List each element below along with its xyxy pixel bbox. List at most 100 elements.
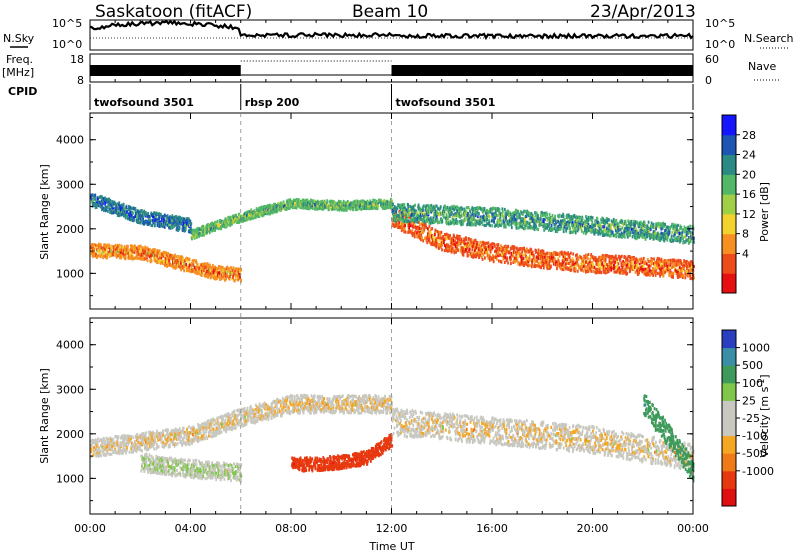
power-cell-band-2: [595, 271, 598, 275]
power-cell-band-1: [283, 202, 285, 206]
power-cell-band-2: [680, 274, 683, 278]
power-cell-band-2: [520, 258, 523, 262]
power-cell-band-2: [638, 257, 641, 261]
power-cell-band-2: [669, 270, 672, 274]
power-cell-band-2: [487, 245, 490, 249]
power-cell-band-0: [230, 266, 233, 270]
power-cell-band-3: [394, 210, 396, 214]
power-cell-band-3: [581, 217, 584, 221]
power-cell-band-3: [534, 214, 537, 218]
power-cell-band-2: [686, 260, 688, 264]
power-cell-band-2: [531, 250, 534, 254]
power-cell-band-2: [549, 266, 551, 270]
power-cell-band-0: [107, 250, 110, 255]
power-cell-band-2: [452, 238, 455, 242]
power-cell-band-2: [395, 224, 398, 228]
power-cell-band-3: [544, 215, 547, 219]
power-cell-band-0: [155, 251, 158, 255]
power-cell-band-1: [194, 233, 197, 237]
power-cell-band-0: [144, 251, 147, 255]
power-cell-band-2: [564, 255, 566, 259]
power-cell-band-0: [124, 253, 127, 257]
power-cell-band-1: [266, 212, 268, 216]
power-cell-band-2: [457, 248, 459, 252]
power-cell-band-2: [540, 251, 543, 255]
power-cell-band-2: [556, 252, 559, 256]
power-cell-band-2: [530, 248, 533, 252]
power-cell-band-2: [520, 254, 523, 258]
power-cell-band-0: [203, 262, 206, 266]
power-cell-band-1: [259, 206, 261, 210]
power-cell-band-3: [533, 227, 536, 232]
power-cell-band-0: [208, 265, 211, 269]
power-cell-band-2: [568, 255, 571, 259]
power-cell-band-1: [273, 202, 275, 206]
power-cell-band-2: [627, 259, 629, 263]
power-cell-band-2: [669, 263, 672, 267]
power-cell-band-1: [329, 205, 332, 209]
power-cell-band-2: [431, 227, 433, 231]
power-cell-band-3: [461, 207, 464, 211]
power-cell-band-1: [281, 206, 284, 210]
power-cell-band-2: [456, 241, 458, 245]
power-cell-band-2: [681, 269, 684, 273]
power-cell-band-0: [149, 248, 151, 252]
power-cell-band-1: [298, 205, 301, 209]
power-cell-band-0: [222, 270, 225, 274]
power-cell-band-2: [435, 245, 438, 249]
power-cell-band-0: [112, 253, 114, 257]
power-cell-band-2: [604, 257, 607, 261]
power-cell-band-2: [641, 267, 644, 271]
power-cell-band-2: [578, 254, 581, 258]
power-cell-band-1: [246, 216, 248, 220]
power-cell-band-0: [199, 270, 202, 274]
power-cell-band-0: [106, 256, 109, 260]
power-cell-band-0: [144, 245, 147, 250]
power-cell-band-0: [117, 247, 120, 251]
power-cell-band-1: [300, 205, 303, 209]
power-cell-band-1: [302, 202, 305, 206]
power-cell-band-0: [163, 250, 166, 255]
power-cell-band-2: [679, 274, 682, 278]
power-cell-band-2: [542, 259, 544, 263]
power-cell-band-2: [459, 246, 462, 250]
power-cell-band-2: [623, 263, 626, 267]
power-cell-band-3: [498, 207, 501, 212]
nsearch-label: N.Search: [744, 32, 794, 45]
power-cell-band-2: [431, 237, 434, 241]
power-cell-band-0: [200, 273, 203, 277]
power-cell-band-2: [538, 262, 541, 266]
power-cell-band-3: [399, 217, 402, 221]
power-cell-band-2: [500, 260, 503, 264]
power-cell-band-2: [458, 234, 461, 239]
power-cell-band-1: [224, 219, 227, 223]
power-cell-band-2: [558, 264, 560, 268]
power-cell-band-3: [554, 214, 556, 218]
power-cell-band-2: [595, 262, 598, 266]
power-cell-band-1: [236, 218, 239, 222]
power-cell-band-2: [628, 263, 631, 267]
power-cell-band-1: [341, 208, 343, 212]
power-cell-band-1: [342, 199, 345, 204]
power-cell-band-2: [612, 266, 615, 271]
power-cell-band-2: [562, 255, 565, 259]
power-cell-band-0: [157, 251, 160, 255]
power-cell-band-1: [372, 202, 375, 206]
power-cell-band-2: [585, 269, 588, 273]
power-cell-band-1: [258, 214, 261, 218]
power-cell-band-2: [491, 242, 493, 246]
power-cell-band-0: [180, 264, 182, 268]
power-cell-band-2: [640, 257, 643, 261]
power-cell-band-2: [404, 230, 407, 234]
power-cell-band-2: [589, 260, 591, 264]
power-cell-band-2: [403, 230, 406, 234]
power-cell-band-2: [566, 252, 568, 256]
power-cell-band-0: [159, 261, 162, 265]
power-cell-band-2: [589, 262, 592, 266]
power-cell-band-2: [503, 248, 506, 252]
power-cell-band-1: [306, 198, 309, 202]
power-cell-band-0: [141, 246, 144, 250]
power-cell-band-3: [441, 219, 444, 223]
power-cell-band-2: [658, 258, 661, 262]
power-cell-band-0: [201, 271, 204, 275]
